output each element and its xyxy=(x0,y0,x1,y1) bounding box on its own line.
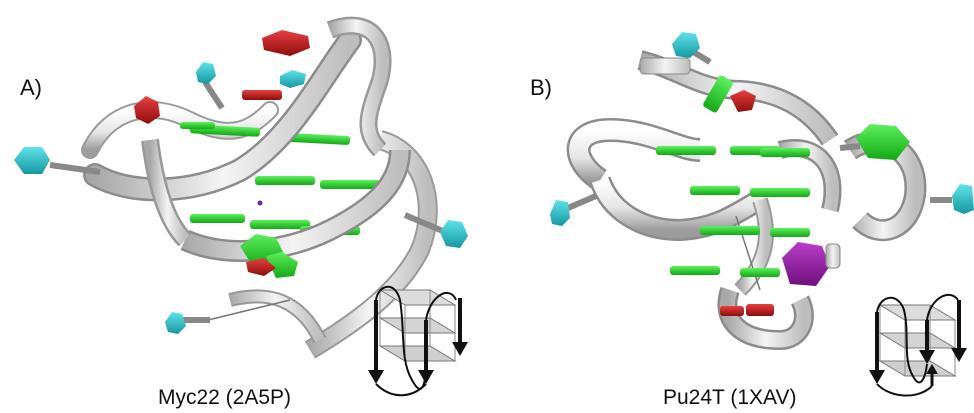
g-quartet-stack-b xyxy=(656,75,810,277)
red-base xyxy=(746,304,774,316)
green-base xyxy=(266,252,298,278)
red-base xyxy=(262,30,310,56)
cyan-base xyxy=(672,32,700,58)
cyan-base xyxy=(14,147,50,174)
red-base xyxy=(730,90,756,112)
red-base xyxy=(246,258,276,276)
purple-base xyxy=(782,242,830,286)
green-base xyxy=(856,124,910,160)
red-base xyxy=(720,306,744,316)
cyan-base xyxy=(165,312,186,334)
panel-label-a: A) xyxy=(20,75,42,100)
red-base xyxy=(134,96,160,124)
caption-a: Myc22 (2A5P) xyxy=(158,386,292,409)
panel-a-structure xyxy=(14,16,468,359)
panel-b-structure xyxy=(550,32,974,351)
cyan-base xyxy=(550,200,570,226)
topology-diagram-a xyxy=(368,285,468,397)
panel-label-b: B) xyxy=(530,75,552,100)
cyan-base xyxy=(440,220,468,248)
cyan-base xyxy=(280,70,306,88)
g-quartet-stack-a xyxy=(180,122,380,235)
cyan-base xyxy=(952,184,974,214)
caption-b: Pu24T (1XAV) xyxy=(663,386,797,409)
cyan-base xyxy=(196,62,216,84)
red-base xyxy=(242,90,282,100)
topology-diagram-b xyxy=(869,293,967,397)
